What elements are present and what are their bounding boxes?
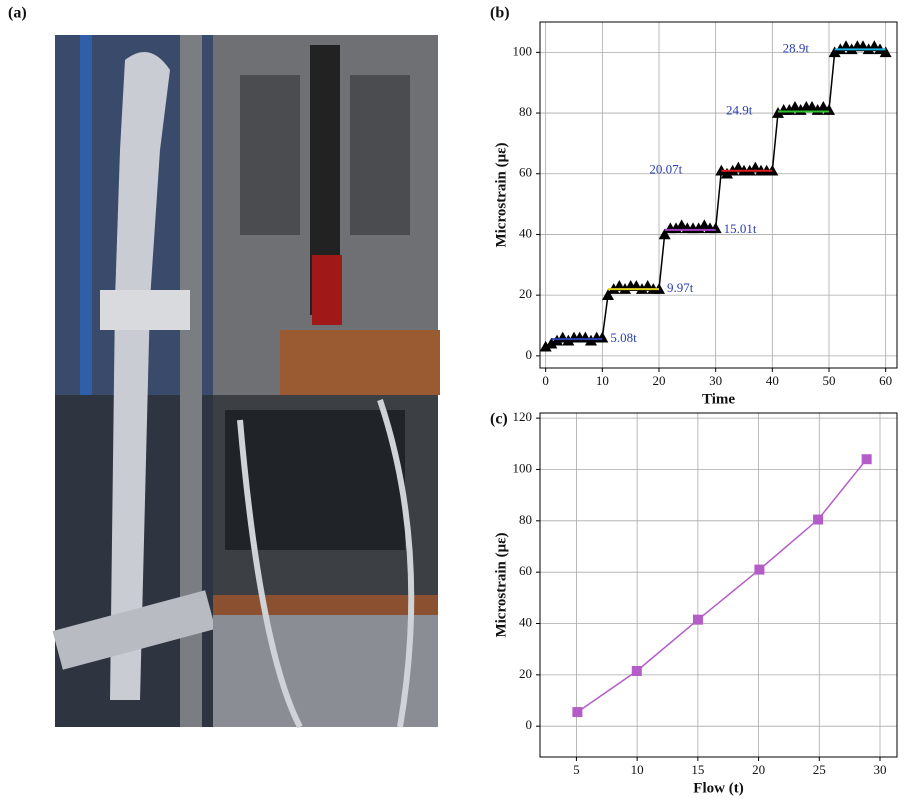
data-point bbox=[879, 46, 892, 58]
x-tick-label: 20 bbox=[653, 373, 666, 388]
y-axis-label: Microstrain (με) bbox=[493, 142, 509, 247]
y-tick-label: 40 bbox=[519, 225, 532, 240]
data-point bbox=[539, 340, 552, 352]
annotation: 15.01t bbox=[724, 221, 757, 236]
x-tick-label: 50 bbox=[823, 373, 836, 388]
data-point bbox=[721, 167, 733, 179]
data-point bbox=[692, 614, 703, 625]
annotation: 28.9t bbox=[783, 40, 810, 55]
y-tick-label: 20 bbox=[519, 666, 532, 681]
data-point bbox=[602, 289, 614, 300]
annotation: 5.08t bbox=[610, 330, 637, 345]
y-tick-label: 80 bbox=[519, 512, 532, 527]
x-tick-label: 40 bbox=[766, 373, 779, 388]
y-tick-label: 20 bbox=[519, 286, 532, 301]
x-tick-label: 25 bbox=[813, 762, 826, 777]
data-point bbox=[658, 228, 671, 240]
plot-frame bbox=[539, 21, 898, 369]
data-point bbox=[754, 564, 765, 575]
y-tick-label: 60 bbox=[519, 165, 532, 180]
annotation: 24.9t bbox=[726, 103, 753, 118]
x-tick-label: 20 bbox=[752, 762, 765, 777]
plot-frame bbox=[539, 412, 898, 758]
x-tick-label: 30 bbox=[709, 373, 722, 388]
panel-label: (c) bbox=[490, 411, 508, 428]
panel-label: (a) bbox=[8, 5, 27, 22]
x-tick-label: 15 bbox=[691, 762, 704, 777]
x-tick-label: 60 bbox=[879, 373, 892, 388]
y-tick-label: 100 bbox=[513, 43, 533, 58]
data-point bbox=[572, 707, 583, 718]
x-axis-label: Time bbox=[702, 391, 735, 407]
x-tick-label: 10 bbox=[596, 373, 609, 388]
x-tick-label: 10 bbox=[631, 762, 644, 777]
x-tick-label: 5 bbox=[573, 762, 580, 777]
annotation: 20.07t bbox=[649, 162, 682, 177]
data-point bbox=[828, 46, 841, 58]
data-point bbox=[861, 454, 872, 465]
y-tick-label: 80 bbox=[519, 104, 532, 119]
y-tick-label: 120 bbox=[513, 409, 533, 424]
panel-label: (b) bbox=[490, 5, 510, 22]
y-tick-label: 0 bbox=[526, 347, 533, 362]
y-tick-label: 100 bbox=[513, 460, 533, 475]
x-tick-label: 0 bbox=[542, 373, 549, 388]
data-point bbox=[545, 337, 558, 349]
x-tick-label: 30 bbox=[874, 762, 887, 777]
data-point bbox=[813, 514, 824, 525]
x-axis-label: Flow (t) bbox=[693, 780, 743, 796]
y-tick-label: 40 bbox=[519, 614, 532, 629]
y-tick-label: 0 bbox=[526, 717, 533, 732]
y-tick-label: 60 bbox=[519, 563, 532, 578]
annotation: 9.97t bbox=[667, 280, 694, 295]
photos bbox=[52, 35, 440, 729]
data-point bbox=[631, 666, 642, 676]
y-axis-label: Microstrain (με) bbox=[493, 532, 509, 637]
data-line bbox=[576, 458, 868, 713]
